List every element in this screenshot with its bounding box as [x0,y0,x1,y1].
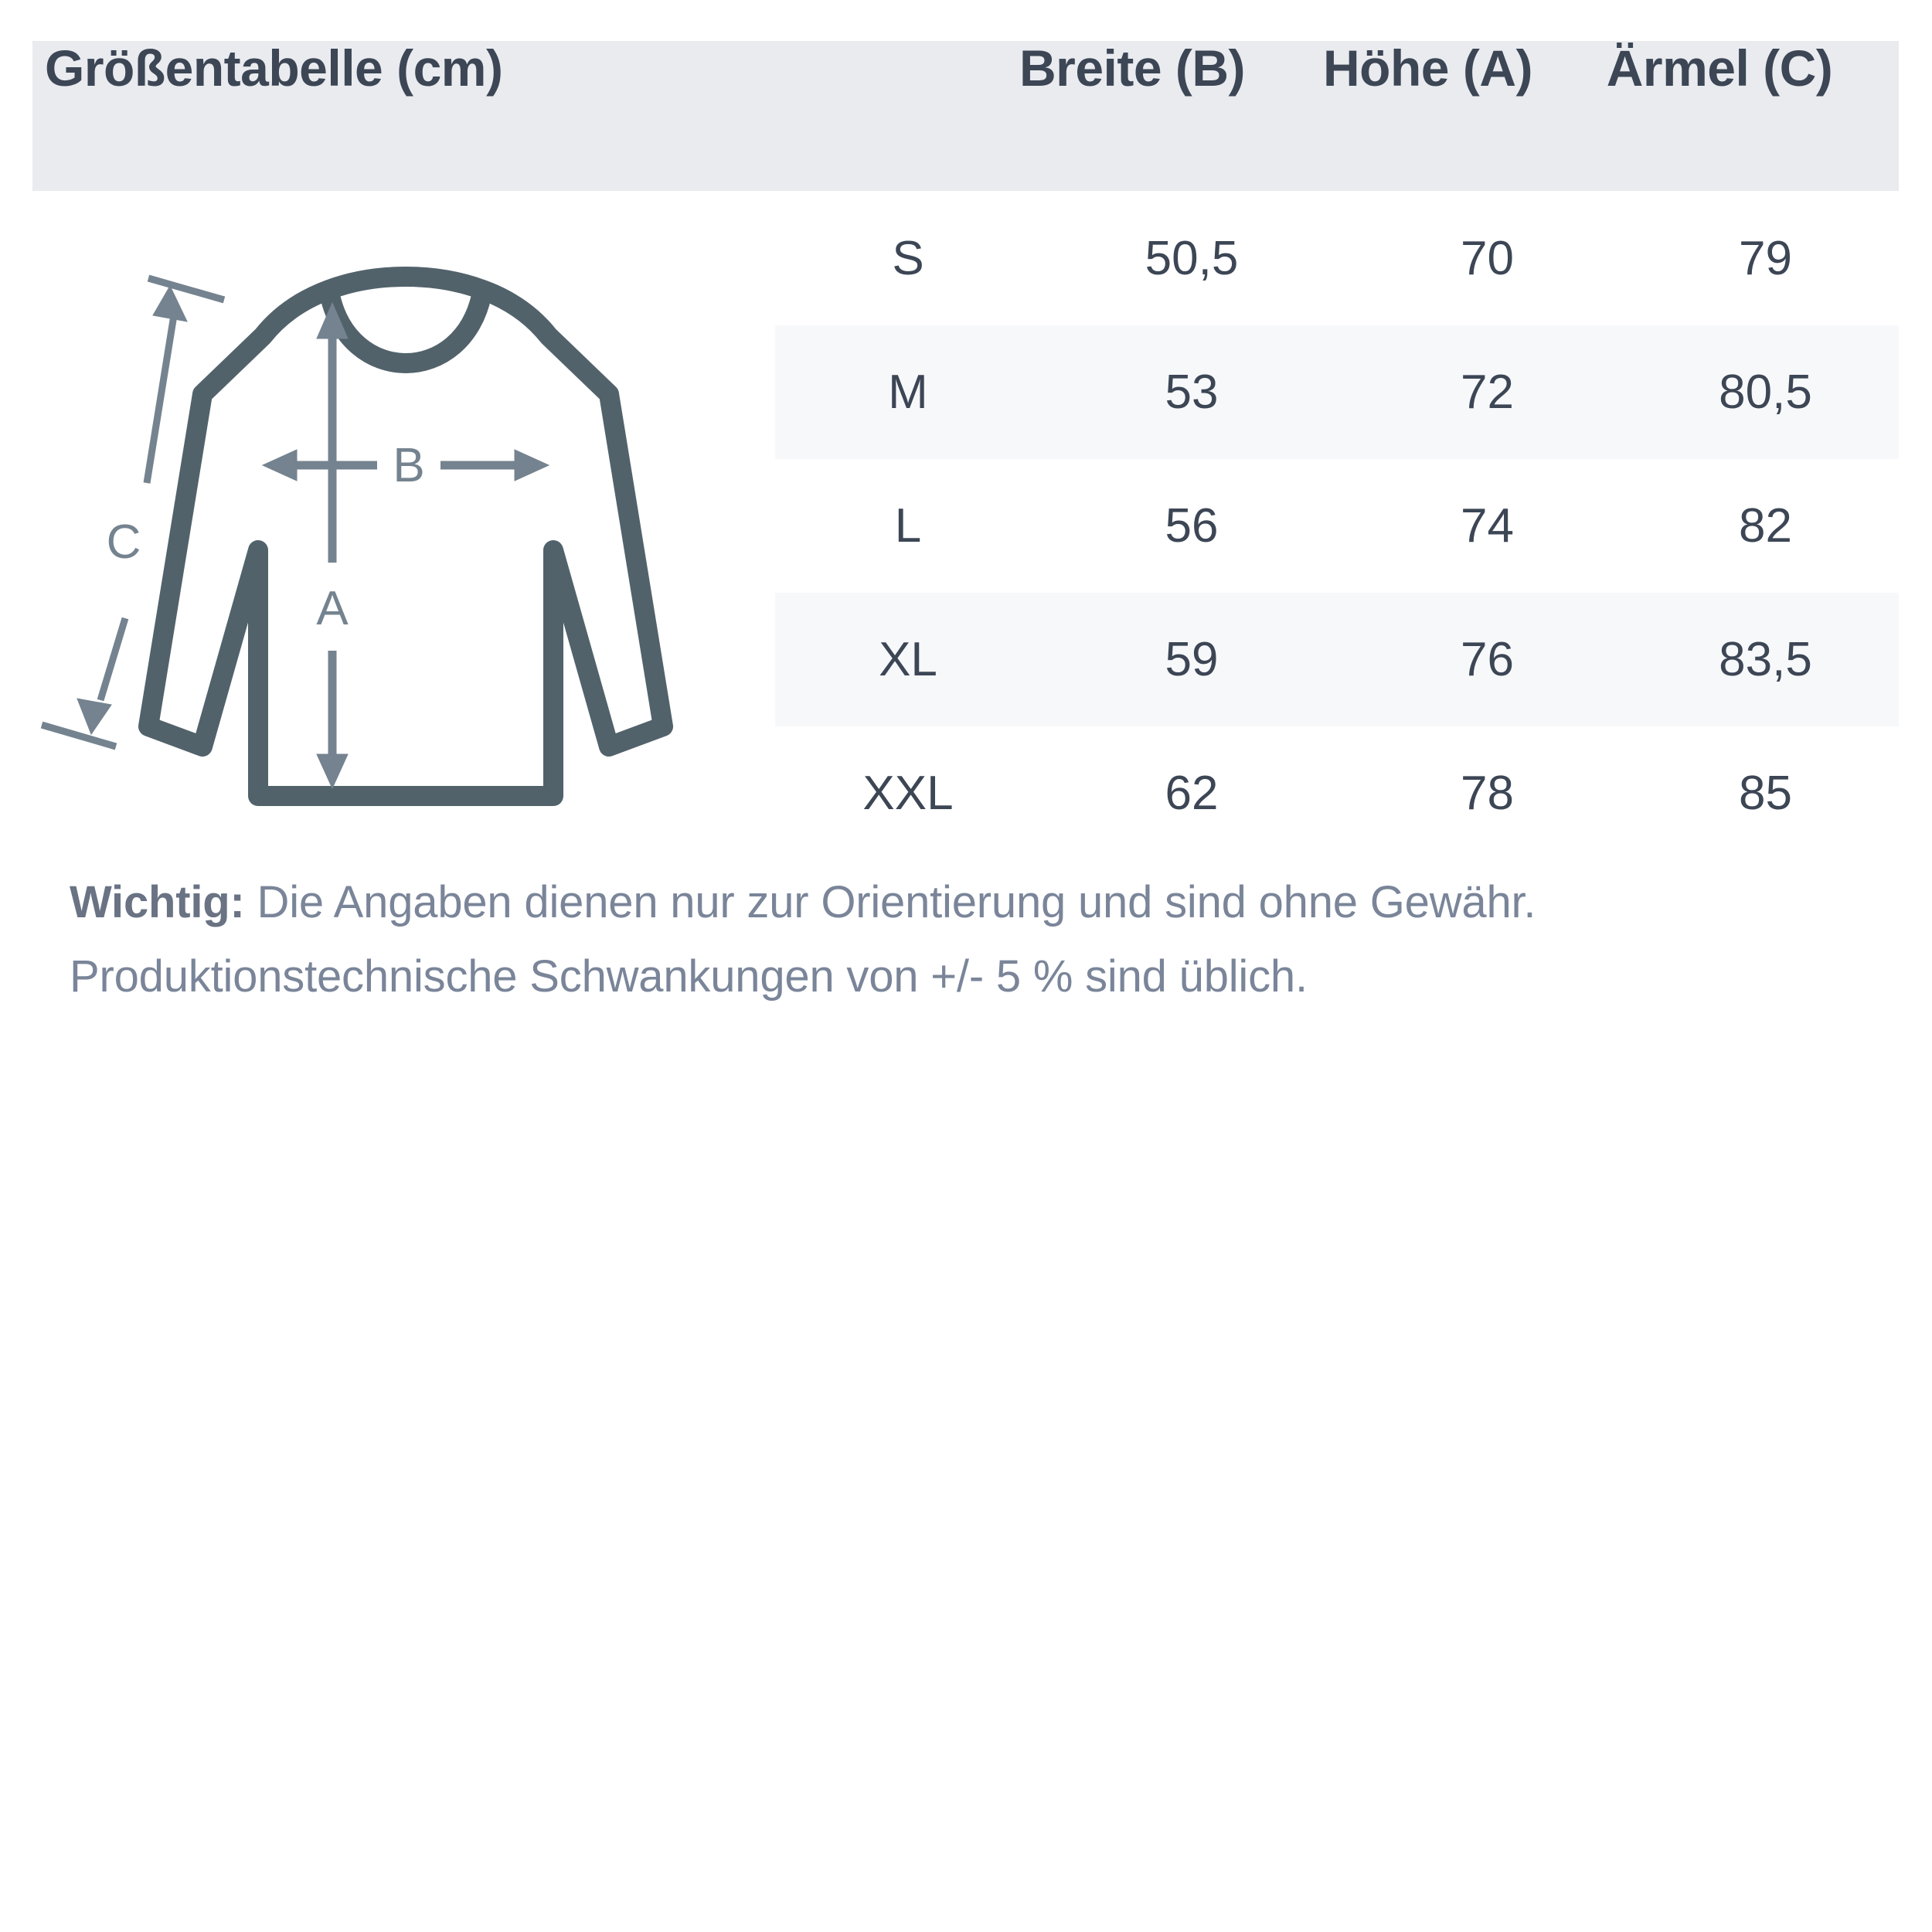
cell-hoehe: 76 [1461,633,1514,686]
dimension-arrow-a: A [316,301,349,790]
table-header-band [32,41,1899,191]
cell-size: M [888,366,928,419]
table-row: S 50,5 70 79 [775,192,1899,325]
table-row: XL 59 76 83,5 [775,593,1899,726]
column-header-breite: Breite (B) [1019,39,1246,97]
table-row: M 53 72 80,5 [775,325,1899,459]
cell-size: XXL [862,767,954,820]
dimension-arrow-c: C [40,274,226,750]
dimension-arrow-b: B [261,439,550,492]
cell-breite: 53 [1165,366,1219,419]
disclaimer-text: Die Angaben dienen nur zur Orientierung … [70,877,1536,1002]
cell-hoehe: 74 [1461,499,1514,553]
cell-aermel: 79 [1739,232,1792,285]
column-header-hoehe: Höhe (A) [1323,39,1532,97]
disclaimer-note: Wichtig: Die Angaben dienen nur zur Orie… [70,866,1870,1014]
disclaimer-label: Wichtig: [70,877,245,927]
dimension-label-a: A [316,582,349,635]
dimension-arrows: A B [40,274,550,790]
column-header-aermel: Ärmel (C) [1606,39,1833,97]
cell-breite: 62 [1165,767,1219,820]
cell-aermel: 83,5 [1719,633,1812,686]
garment-illustration: A B [31,255,773,827]
cell-hoehe: 78 [1461,767,1514,820]
cell-hoehe: 70 [1461,232,1514,285]
long-sleeve-shirt-icon [138,267,673,806]
cell-hoehe: 72 [1461,366,1514,419]
cell-size: L [894,499,922,553]
cell-aermel: 85 [1739,767,1792,820]
table-row: L 56 74 82 [775,459,1899,593]
cell-size: S [892,232,924,285]
dimension-label-c: C [107,515,141,569]
table-row: XXL 62 78 85 [775,726,1899,860]
cell-breite: 50,5 [1145,232,1239,285]
cell-aermel: 80,5 [1719,366,1812,419]
page-title: Größentabelle (cm) [45,39,503,97]
cell-breite: 59 [1165,633,1219,686]
column-header-row: Breite (B) Höhe (A) Ärmel (C) [981,39,1866,97]
size-table-body: S 50,5 70 79 M 53 72 80,5 L 56 74 82 XL … [775,192,1899,860]
cell-aermel: 82 [1739,499,1792,553]
cell-size: XL [879,633,937,686]
cell-breite: 56 [1165,499,1219,553]
dimension-label-b: B [393,439,424,492]
